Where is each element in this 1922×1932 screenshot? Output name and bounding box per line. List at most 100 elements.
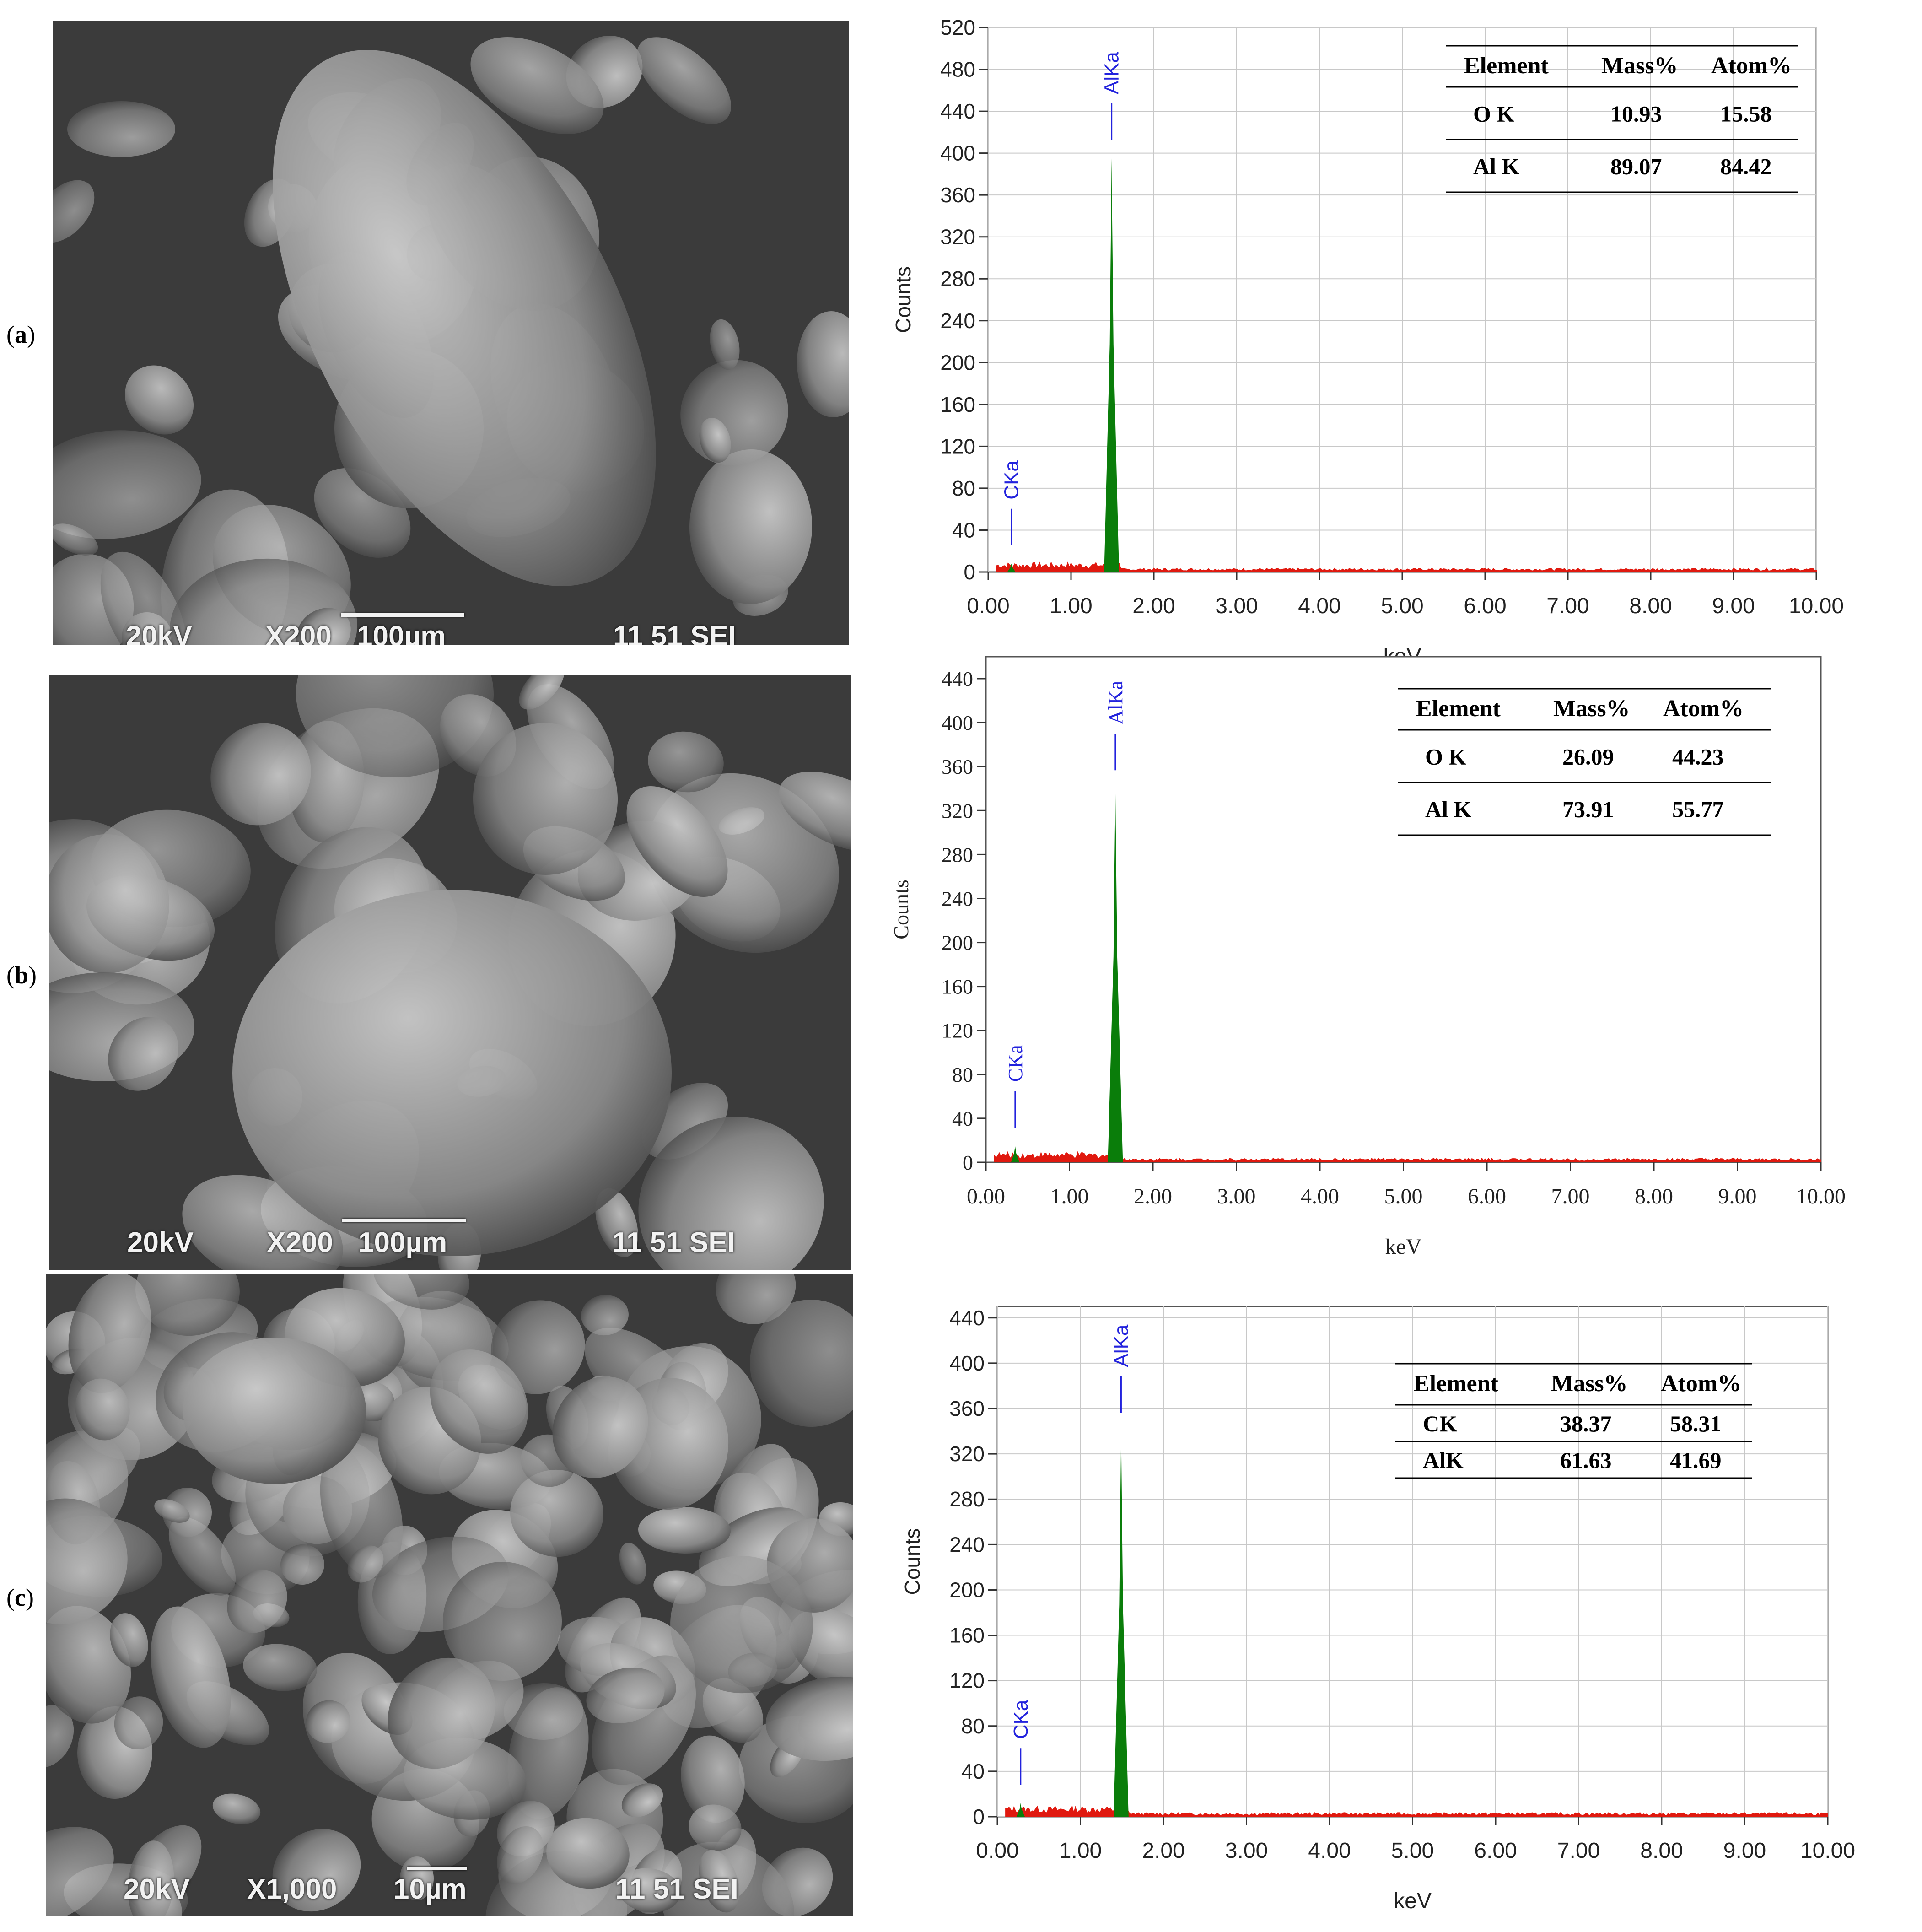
y-tick-label: 320 xyxy=(949,1442,985,1466)
table-cell: 55.77 xyxy=(1672,797,1724,822)
sem-particle xyxy=(689,1804,742,1851)
peak-AlKa xyxy=(1114,1431,1129,1817)
y-tick-label: 520 xyxy=(940,16,975,39)
x-tick-label: 8.00 xyxy=(1629,594,1672,618)
x-tick-label: 0.00 xyxy=(976,1839,1018,1863)
sem-particle xyxy=(621,1783,663,1817)
x-tick-label: 9.00 xyxy=(1712,594,1755,618)
sem-particle xyxy=(46,1606,131,1724)
sem-particle xyxy=(648,731,724,793)
sem-particle xyxy=(210,723,311,826)
y-tick-label: 240 xyxy=(949,1533,985,1556)
sem-particle xyxy=(519,675,565,710)
sem-image-b: 20kV X200 100µm 11 51 SEI xyxy=(49,675,851,1270)
sem-particle xyxy=(595,1188,638,1257)
sem-particle xyxy=(638,1506,731,1554)
sem-particle xyxy=(67,101,175,157)
sem-particle xyxy=(619,1543,646,1585)
x-tick-label: 4.00 xyxy=(1298,594,1341,618)
table-header: Atom% xyxy=(1661,1371,1741,1397)
sem-id-b: 11 51 SEI xyxy=(612,1227,735,1258)
sem-image-a: 20kV X200 100µm 11 51 SEI xyxy=(53,21,849,645)
sem-voltage-a: 20kV xyxy=(126,621,192,645)
y-tick-label: 360 xyxy=(942,755,973,778)
sem-particle xyxy=(546,1818,630,1889)
sem-voltage-c: 20kV xyxy=(124,1873,190,1905)
y-axis-label: Counts xyxy=(891,266,915,333)
sem-scale-c: 10µm xyxy=(393,1873,467,1905)
x-tick-label: 0.00 xyxy=(967,594,1009,618)
x-tick-label: 7.00 xyxy=(1546,594,1589,618)
table-cell: CK xyxy=(1423,1411,1457,1436)
x-tick-label: 10.00 xyxy=(1796,1184,1846,1209)
sem-particle xyxy=(442,1562,562,1681)
sem-particle xyxy=(637,37,731,124)
scale-bar-a xyxy=(341,613,464,617)
y-tick-label: 0 xyxy=(963,1151,973,1174)
y-tick-label: 360 xyxy=(940,183,975,207)
sem-particle xyxy=(46,1705,74,1768)
y-tick-label: 80 xyxy=(961,1714,985,1738)
x-tick-label: 2.00 xyxy=(1132,594,1175,618)
sem-particle xyxy=(586,1668,665,1723)
sem-particle xyxy=(100,551,187,645)
x-tick-label: 8.00 xyxy=(1635,1184,1673,1209)
x-tick-label: 3.00 xyxy=(1217,1184,1256,1209)
peak-CKa xyxy=(1011,1145,1019,1162)
sem-particle xyxy=(779,772,851,852)
y-tick-label: 440 xyxy=(949,1306,985,1330)
sem-particle xyxy=(151,1606,231,1748)
sem-particle xyxy=(750,1300,853,1427)
table-cell: 58.31 xyxy=(1670,1411,1722,1436)
y-axis-label: Counts xyxy=(900,1528,924,1595)
x-tick-label: 1.00 xyxy=(1050,1184,1089,1209)
x-tick-label: 5.00 xyxy=(1391,1839,1434,1863)
sem-texture-c xyxy=(46,1274,853,1916)
y-tick-label: 240 xyxy=(942,887,973,910)
sem-particle xyxy=(789,1608,853,1691)
sem-particle xyxy=(504,1683,583,1740)
table-cell: 44.23 xyxy=(1672,744,1724,770)
y-tick-label: 480 xyxy=(940,58,975,81)
sem-particle xyxy=(552,1376,648,1478)
y-tick-label: 320 xyxy=(942,799,973,822)
panel-label-b: (b) xyxy=(6,961,37,989)
x-tick-label: 4.00 xyxy=(1308,1839,1351,1863)
y-tick-label: 80 xyxy=(952,476,975,500)
x-tick-label: 0.00 xyxy=(967,1184,1005,1209)
sem-particle xyxy=(46,1827,114,1916)
y-tick-label: 360 xyxy=(949,1397,985,1420)
sem-particle xyxy=(68,1274,151,1393)
sem-particle xyxy=(128,1840,174,1916)
sem-id-c: 11 51 SEI xyxy=(615,1873,738,1905)
table-cell: 38.37 xyxy=(1560,1411,1612,1436)
sem-particle xyxy=(618,1868,681,1913)
peak-label: CKa xyxy=(1004,1045,1027,1082)
y-tick-label: 400 xyxy=(949,1351,985,1375)
sem-magnification-a: X200 xyxy=(265,621,332,645)
plot-area xyxy=(985,656,1822,1163)
sem-particle xyxy=(53,430,201,539)
sem-particle xyxy=(581,1295,629,1336)
peak-label: AlKa xyxy=(1101,52,1123,94)
sem-magnification-c: X1,000 xyxy=(247,1873,337,1905)
sem-particle xyxy=(699,417,731,463)
y-tick-label: 160 xyxy=(942,975,973,998)
x-tick-label: 7.00 xyxy=(1557,1839,1600,1863)
x-tick-label: 5.00 xyxy=(1381,594,1423,618)
sem-particle xyxy=(227,1570,287,1633)
y-tick-label: 40 xyxy=(961,1759,985,1783)
table-cell: 61.63 xyxy=(1560,1447,1612,1473)
y-tick-label: 120 xyxy=(940,434,975,458)
y-tick-label: 240 xyxy=(940,309,975,333)
y-tick-label: 40 xyxy=(952,1107,973,1130)
table-header: Mass% xyxy=(1601,53,1678,79)
y-tick-label: 0 xyxy=(964,560,975,584)
sem-particle xyxy=(114,1696,163,1749)
x-tick-label: 6.00 xyxy=(1468,1184,1506,1209)
sem-particle xyxy=(170,558,357,645)
x-tick-label: 1.00 xyxy=(1059,1839,1102,1863)
sem-particle xyxy=(347,1545,384,1583)
y-tick-label: 280 xyxy=(942,843,973,866)
sem-particle xyxy=(154,1499,190,1523)
